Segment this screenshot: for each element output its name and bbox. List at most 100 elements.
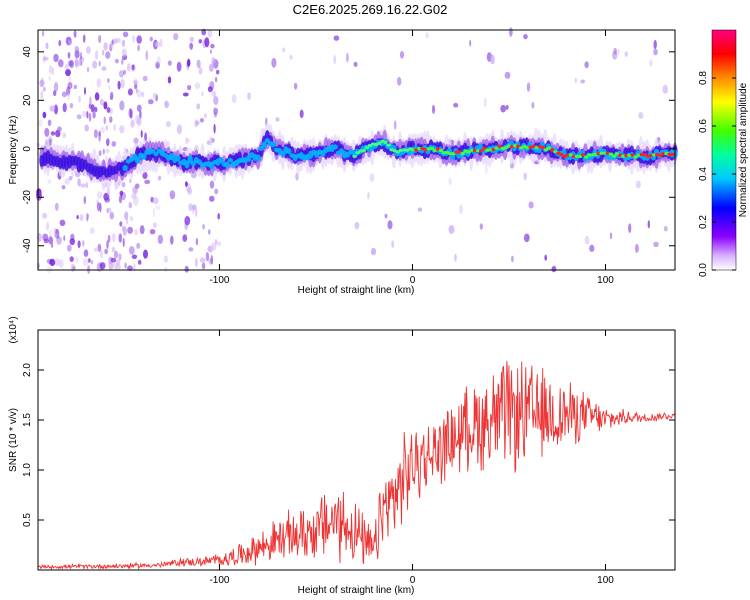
noise-blob xyxy=(204,113,207,119)
noise-blob xyxy=(159,38,163,48)
noise-blob xyxy=(67,244,72,252)
snr-scale-label: (x10⁴) xyxy=(8,316,19,343)
noise-blob xyxy=(214,188,219,195)
spectrogram-y-label: Frequency (Hz) xyxy=(8,116,19,185)
noise-blob xyxy=(110,91,114,101)
noise-blob xyxy=(119,190,124,196)
noise-blob xyxy=(128,246,135,255)
noise-blob xyxy=(46,221,50,231)
noise-blob xyxy=(173,32,179,41)
noise-blob xyxy=(43,56,49,61)
noise-blob xyxy=(124,211,129,221)
noise-blob xyxy=(49,106,55,112)
figure-title: C2E6.2025.269.16.22.G02 xyxy=(293,2,448,17)
noise-blob xyxy=(48,236,54,245)
noise-blob xyxy=(49,105,55,111)
noise-blob xyxy=(275,117,280,122)
colorbar-tick-label: 0.0 xyxy=(698,263,709,277)
noise-blob xyxy=(231,94,237,104)
noise-blob xyxy=(580,79,585,84)
colorbar-tick-label: 0.4 xyxy=(698,167,709,181)
noise-blob xyxy=(121,58,124,65)
noise-blob xyxy=(54,202,59,211)
noise-blob xyxy=(70,233,75,241)
noise-blob xyxy=(39,79,45,88)
ridge-blob xyxy=(122,164,128,172)
ridge-core xyxy=(386,143,391,147)
noise-blob xyxy=(490,54,495,65)
ridge-core xyxy=(364,146,370,150)
noise-blob xyxy=(101,66,107,71)
noise-blob xyxy=(204,37,210,48)
noise-blob xyxy=(157,175,162,181)
noise-blob xyxy=(54,82,59,92)
noise-blob xyxy=(448,177,453,186)
noise-blob xyxy=(391,240,395,248)
noise-blob xyxy=(92,111,96,119)
ridge-core xyxy=(546,146,552,150)
noise-blob xyxy=(102,49,105,56)
snr-x-ticks: -100 0 100 xyxy=(209,330,614,586)
noise-blob xyxy=(114,263,121,271)
noise-blob xyxy=(202,224,206,230)
noise-blob xyxy=(205,251,210,262)
noise-blob xyxy=(185,181,188,187)
spectrogram-y-ticks: -40 -20 0 20 40 xyxy=(22,46,675,253)
noise-blob xyxy=(111,246,116,253)
noise-blob xyxy=(139,225,145,235)
ridge-blob xyxy=(261,141,267,149)
snr-y-ticks: 0.5 1.0 1.5 2.0 xyxy=(22,363,675,527)
noise-blob xyxy=(122,237,125,248)
noise-blob xyxy=(42,30,45,37)
snr-panel: -100 0 100 0.5 1.0 1.5 2.0 Height of straight… xyxy=(8,316,676,596)
noise-blob xyxy=(144,179,151,185)
noise-blob xyxy=(113,250,119,259)
noise-blob xyxy=(143,249,148,259)
noise-blob xyxy=(369,173,375,182)
ridge-core xyxy=(355,151,360,155)
ridge-core xyxy=(457,150,462,154)
noise-blob xyxy=(134,228,138,236)
noise-blob xyxy=(123,69,126,75)
noise-blob xyxy=(135,114,141,125)
noise-blob xyxy=(509,27,513,37)
noise-blob xyxy=(119,125,125,134)
noise-blob xyxy=(124,262,127,269)
ridge-core xyxy=(540,145,546,149)
ridge-core xyxy=(383,140,388,144)
noise-blob xyxy=(69,238,76,246)
noise-blob xyxy=(116,37,121,43)
noise-blob xyxy=(74,58,79,68)
noise-blob xyxy=(106,186,110,197)
noise-blob xyxy=(523,34,528,40)
noise-blob xyxy=(64,178,70,185)
noise-blob xyxy=(136,89,142,98)
noise-blob xyxy=(574,77,577,84)
noise-blob xyxy=(98,150,102,157)
ridge-core xyxy=(642,153,648,157)
noise-blob xyxy=(188,203,193,212)
noise-blob xyxy=(528,201,534,209)
noise-blob xyxy=(393,120,397,130)
noise-blob xyxy=(103,116,106,125)
noise-blob xyxy=(367,191,370,200)
noise-blob xyxy=(483,97,487,108)
noise-blob xyxy=(201,91,204,97)
noise-blob xyxy=(584,235,590,245)
ridge-core xyxy=(639,153,644,157)
noise-blob xyxy=(194,208,198,217)
spectrogram-frame xyxy=(37,29,676,271)
noise-blob xyxy=(86,111,89,119)
noise-blob xyxy=(69,102,74,109)
noise-blob xyxy=(187,58,191,67)
noise-blob xyxy=(209,49,212,54)
noise-blob xyxy=(346,52,349,63)
noise-blob xyxy=(122,226,127,236)
noise-blob xyxy=(353,61,358,67)
noise-blob xyxy=(184,216,191,226)
noise-blob xyxy=(199,118,205,123)
noise-blob xyxy=(195,258,198,268)
noise-blob xyxy=(144,132,148,142)
noise-blob xyxy=(106,107,111,113)
ridge-blob xyxy=(332,144,338,150)
